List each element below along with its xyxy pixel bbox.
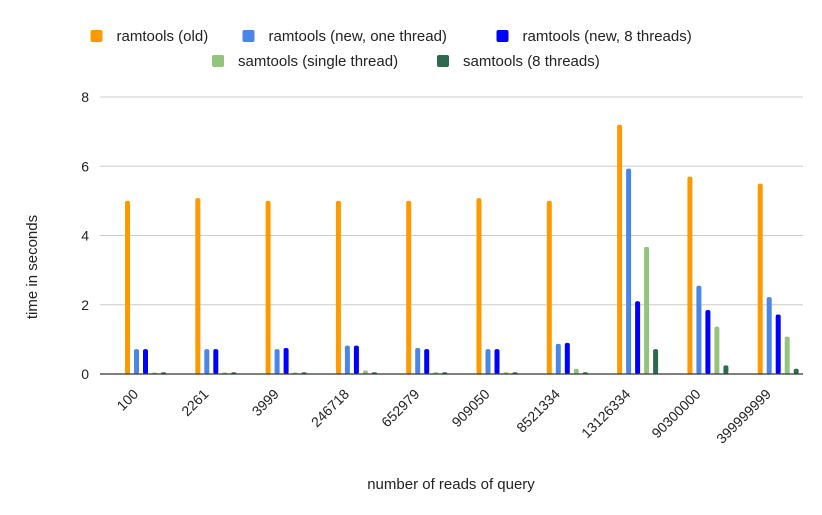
- bar: [705, 309, 711, 374]
- legend-label: ramtools (new, one thread): [269, 28, 447, 45]
- bar: [406, 200, 412, 374]
- bar: [143, 349, 148, 374]
- bar: [213, 349, 219, 374]
- bar: [687, 176, 693, 374]
- x-tick-label: 100: [113, 386, 141, 414]
- x-tick-label: 13126334: [578, 386, 634, 442]
- x-tick-label: 246718: [308, 386, 352, 430]
- bar: [766, 297, 772, 374]
- bar: [494, 349, 500, 374]
- y-tick-label: 0: [81, 366, 89, 382]
- x-axis-ticks: 100 2261 3999 246718 652979 909050 8521334 1312…: [113, 386, 774, 447]
- bar: [265, 200, 271, 374]
- bar: [485, 349, 491, 374]
- x-tick-label: 8521334: [513, 386, 563, 436]
- bar: [775, 314, 781, 374]
- legend-label: ramtools (old): [117, 28, 209, 45]
- bar: [353, 345, 359, 374]
- x-tick-label: 399999999: [713, 386, 774, 447]
- bar: [415, 348, 421, 374]
- bar: [635, 301, 641, 374]
- y-tick-label: 8: [81, 89, 89, 105]
- y-axis-title: time in seconds: [24, 215, 41, 319]
- legend-swatch: [90, 30, 103, 42]
- bar: [723, 365, 729, 374]
- y-tick-label: 4: [81, 228, 89, 244]
- bar: [653, 349, 659, 374]
- bar: [125, 200, 130, 374]
- bar: [546, 200, 552, 374]
- bar: [626, 168, 632, 374]
- bar: [204, 349, 210, 374]
- legend-swatch: [496, 30, 509, 42]
- bar: [335, 200, 341, 374]
- legend-swatch: [242, 30, 255, 42]
- x-axis-title: number of reads of query: [367, 476, 535, 493]
- x-tick-label: 3999: [249, 386, 282, 419]
- x-tick-label: 909050: [448, 386, 492, 430]
- bar: [644, 246, 650, 374]
- y-tick-label: 6: [81, 158, 89, 174]
- bar: [283, 348, 289, 374]
- bar: [793, 368, 799, 374]
- legend-label: samtools (8 threads): [463, 53, 600, 70]
- bar: [757, 183, 763, 374]
- bar: [714, 326, 720, 374]
- legend-label: ramtools (new, 8 threads): [523, 28, 692, 45]
- y-tick-label: 2: [81, 297, 89, 313]
- bar: [274, 349, 280, 374]
- bar: [424, 349, 430, 374]
- x-tick-label: 90300000: [648, 386, 704, 442]
- bar: [573, 368, 579, 374]
- x-tick-label: 2261: [178, 386, 211, 419]
- bar: [344, 345, 350, 374]
- gridlines: [100, 96, 803, 306]
- bar: [564, 342, 570, 374]
- bar: [134, 349, 139, 374]
- bar: [696, 285, 702, 374]
- legend-swatch: [212, 55, 224, 67]
- bar: [555, 343, 561, 374]
- legend: ramtools (old) ramtools (new, one thread)…: [90, 28, 692, 70]
- y-axis-ticks: 0 2 4 6 8: [81, 89, 89, 382]
- bar: [784, 336, 790, 374]
- legend-swatch: [437, 55, 449, 67]
- bars: [125, 124, 799, 374]
- legend-label: samtools (single thread): [238, 53, 398, 70]
- bar: [195, 198, 201, 374]
- bar: [362, 370, 368, 374]
- x-tick-label: 652979: [378, 386, 422, 430]
- bar: [476, 198, 482, 374]
- bar: [617, 124, 623, 374]
